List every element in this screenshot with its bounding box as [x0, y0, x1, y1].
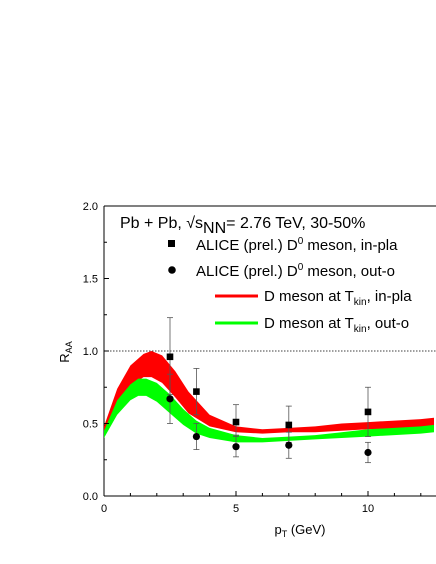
- legend-label-out-of-plane-model: D meson at Tkin, out-o: [264, 315, 409, 335]
- legend-3-post: , out-o: [367, 315, 410, 332]
- legend-square-marker: [168, 240, 175, 247]
- y-tick-label: 1.5: [83, 274, 98, 286]
- annotation-prefix: Pb + Pb, √s: [120, 215, 203, 232]
- legend-entry-out-of-plane-data: ALICE (prel.) D0 meson, out-o: [168, 262, 395, 280]
- y-axis-title-main: R: [57, 353, 72, 362]
- y-tick-label: 0.0: [83, 491, 98, 503]
- y-tick-label: 0.5: [83, 419, 98, 431]
- points-layer: [166, 317, 372, 464]
- y-axis-title: RAA: [57, 341, 74, 362]
- legend: ALICE (prel.) D0 meson, in-pla ALICE (pr…: [168, 236, 412, 335]
- tick-layer: 0 5 10 0.0 0.5 1.0 1.5 2.0: [83, 201, 422, 515]
- data-point-square: [193, 388, 200, 395]
- legend-1-pre: ALICE (prel.) D: [196, 263, 298, 280]
- legend-entry-in-plane-model: D meson at Tkin, in-pla: [215, 288, 412, 308]
- legend-circle-marker: [168, 266, 176, 274]
- legend-label-in-plane-model: D meson at Tkin, in-pla: [264, 288, 412, 308]
- y-tick-label: 2.0: [83, 201, 98, 213]
- x-axis-title-sub: T: [282, 529, 288, 539]
- legend-1-post: meson, out-o: [303, 263, 395, 280]
- y-tick-label: 1.0: [83, 346, 98, 358]
- data-point-circle: [192, 432, 200, 441]
- data-point-square: [166, 353, 174, 361]
- annotation-subscript: NN: [203, 220, 226, 237]
- x-axis-title-rest: (GeV): [287, 522, 325, 537]
- data-point-circle: [166, 395, 174, 403]
- x-tick-label: 0: [101, 503, 107, 515]
- legend-2-pre: D meson at T: [264, 288, 354, 305]
- annotation-suffix: = 2.76 TeV, 30-50%: [226, 215, 365, 232]
- data-point-square: [285, 421, 293, 429]
- legend-3-sub: kin: [354, 324, 367, 335]
- legend-label-in-plane-data: ALICE (prel.) D0 meson, in-pla: [196, 236, 398, 254]
- x-tick-label: 10: [362, 503, 374, 515]
- band-out-of-plane: [104, 378, 434, 443]
- legend-0-pre: ALICE (prel.) D: [196, 237, 298, 254]
- data-point-circle: [232, 443, 240, 451]
- legend-label-out-of-plane-data: ALICE (prel.) D0 meson, out-o: [196, 262, 395, 280]
- x-tick-label: 5: [233, 503, 239, 515]
- data-point-circle: [364, 448, 372, 457]
- legend-3-pre: D meson at T: [264, 315, 354, 332]
- legend-entry-out-of-plane-model: D meson at Tkin, out-o: [215, 315, 409, 335]
- band-layer: [104, 351, 434, 443]
- legend-0-post: meson, in-pla: [303, 237, 398, 254]
- legend-2-sub: kin: [354, 297, 367, 308]
- legend-0-sup: 0: [298, 236, 304, 247]
- x-axis-title: pT (GeV): [274, 522, 325, 539]
- collision-annotation: Pb + Pb, √sNN= 2.76 TeV, 30-50%: [120, 215, 365, 237]
- legend-entry-in-plane-data: ALICE (prel.) D0 meson, in-pla: [168, 236, 398, 254]
- legend-2-post: , in-pla: [367, 288, 413, 305]
- data-point-square: [232, 418, 240, 426]
- band-in-plane: [104, 351, 434, 434]
- x-axis-title-main: p: [274, 522, 281, 537]
- y-axis-title-sub: AA: [64, 341, 74, 353]
- data-point-square: [364, 408, 372, 416]
- data-point-circle: [285, 441, 293, 449]
- legend-1-sup: 0: [298, 262, 304, 273]
